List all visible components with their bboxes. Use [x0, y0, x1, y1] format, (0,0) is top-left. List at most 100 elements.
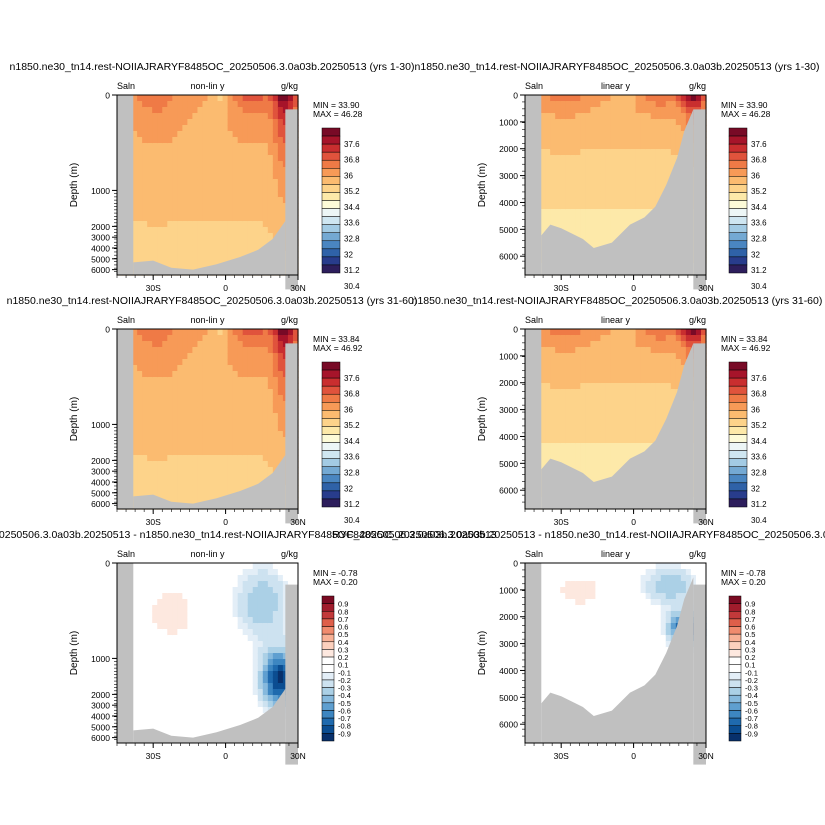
field-cell	[212, 491, 219, 498]
panel-title: RYF8485OC_20250506.3.0a03b.20250513 - n1…	[0, 529, 497, 541]
field-cell	[600, 185, 607, 192]
field-cell	[272, 365, 279, 372]
field-cell	[540, 143, 546, 150]
field-cell	[545, 185, 551, 192]
field-cell	[595, 203, 602, 210]
field-cell	[620, 221, 627, 228]
field-cell	[540, 95, 546, 102]
field-cell	[605, 419, 612, 426]
field-cell	[172, 173, 178, 180]
field-cell	[162, 227, 168, 234]
field-cell	[157, 113, 163, 120]
field-cell	[242, 359, 249, 366]
field-cell	[600, 365, 607, 372]
field-cell	[645, 149, 652, 156]
field-cell	[252, 425, 259, 432]
field-cell	[585, 221, 591, 228]
field-cell	[152, 209, 158, 216]
field-cell	[157, 437, 163, 444]
field-cell	[615, 437, 622, 444]
seafloor	[541, 109, 694, 276]
field-cell	[177, 113, 183, 120]
field-cell	[192, 251, 199, 258]
field-cell	[147, 671, 153, 678]
field-cell	[585, 239, 591, 246]
field-cell	[132, 455, 138, 462]
field-cell	[192, 167, 199, 174]
field-cell	[202, 221, 209, 228]
field-cell	[660, 107, 667, 114]
field-cell	[172, 203, 178, 210]
field-cell	[242, 161, 249, 168]
min-value: MIN = 33.90	[721, 100, 768, 110]
field-cell	[292, 95, 299, 102]
field-cell	[137, 329, 143, 336]
field-cell	[625, 203, 632, 210]
field-cell	[555, 125, 561, 132]
field-cell	[237, 365, 244, 372]
field-cell	[197, 467, 204, 474]
field-cell	[555, 131, 561, 138]
field-cell	[247, 353, 254, 360]
field-cell	[625, 131, 632, 138]
field-cell	[137, 431, 143, 438]
field-cell	[157, 107, 163, 114]
field-cell	[172, 335, 178, 342]
field-cell	[585, 179, 591, 186]
field-cell	[565, 113, 571, 120]
field-cell	[625, 173, 632, 180]
field-cell	[177, 143, 183, 150]
field-cell	[212, 395, 219, 402]
field-cell	[570, 203, 576, 210]
field-cell	[247, 95, 254, 102]
field-cell	[675, 371, 682, 378]
field-cell	[575, 329, 581, 336]
field-cell	[272, 113, 279, 120]
field-cell	[267, 203, 274, 210]
field-cell	[247, 149, 254, 156]
field-cell	[267, 383, 274, 390]
field-cell	[615, 173, 622, 180]
field-cell	[630, 113, 637, 120]
field-cell	[197, 377, 204, 384]
field-cell	[610, 443, 617, 450]
field-cell	[650, 341, 657, 348]
field-cell	[272, 335, 279, 342]
field-cell	[650, 179, 657, 186]
field-cell	[142, 419, 148, 426]
field-cell	[142, 125, 148, 132]
field-cell	[615, 401, 622, 408]
field-cell	[580, 335, 586, 342]
field-cell	[222, 425, 229, 432]
field-cell	[655, 137, 662, 144]
field-cell	[172, 209, 178, 216]
field-cell	[152, 479, 158, 486]
field-cell	[252, 215, 259, 222]
field-cell	[610, 185, 617, 192]
field-cell	[142, 659, 148, 666]
field-cell	[685, 341, 692, 348]
field-cell	[182, 179, 188, 186]
field-cell	[192, 143, 199, 150]
field-cell	[132, 335, 138, 342]
field-cell	[580, 95, 586, 102]
units-label: g/kg	[689, 81, 706, 91]
y-tick-label: 1000	[91, 420, 110, 430]
field-cell	[262, 437, 269, 444]
field-cell	[142, 611, 148, 618]
field-cell	[147, 185, 153, 192]
field-cell	[620, 329, 627, 336]
field-cell	[252, 119, 259, 126]
field-cell	[212, 407, 219, 414]
field-cell	[192, 485, 199, 492]
field-cell	[167, 149, 173, 156]
field-cell	[267, 107, 274, 114]
max-value: MAX = 46.28	[721, 109, 771, 119]
field-cell	[600, 329, 607, 336]
field-cell	[252, 473, 259, 480]
field-cell	[152, 599, 158, 606]
field-cell	[540, 101, 546, 108]
field-cell	[197, 143, 204, 150]
field-cell	[615, 425, 622, 432]
field-cell	[222, 329, 229, 336]
